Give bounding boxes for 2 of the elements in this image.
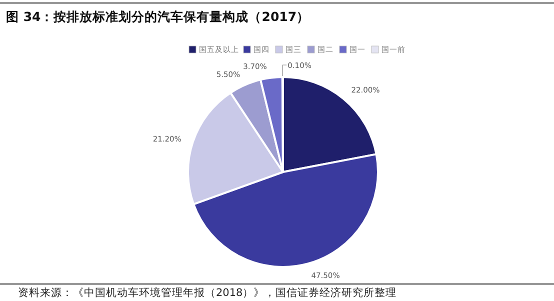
text: 资料来源：《中国机动车环境管理年报（2018）》，国信证券经济研究所整理 — [18, 286, 397, 299]
chart-title: 图 34：按排放标准划分的汽车保有量构成（2017） — [6, 9, 310, 24]
